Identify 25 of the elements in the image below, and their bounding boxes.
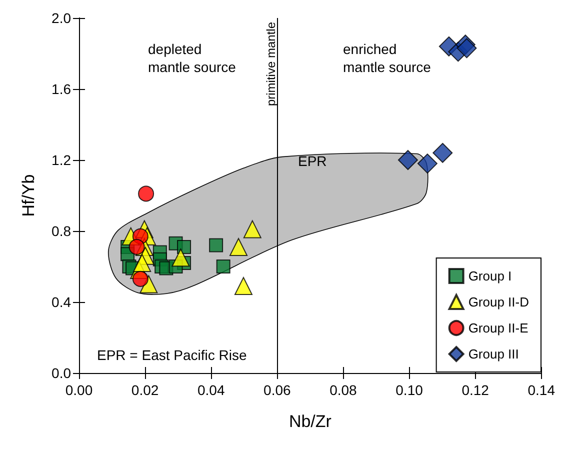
x-tick-label: 0.04 <box>197 382 225 398</box>
y-tick-label: 2.0 <box>52 10 72 26</box>
y-tick-label: 0.0 <box>52 365 72 381</box>
x-tick-label: 0.00 <box>65 382 93 398</box>
y-tick-label: 0.4 <box>52 294 72 310</box>
y-tick-label: 0.8 <box>52 223 72 239</box>
legend-label: Group II-D <box>468 294 530 310</box>
x-tick-label: 0.12 <box>462 382 490 398</box>
y-tick-label: 1.2 <box>52 152 72 168</box>
legend-label: Group II-E <box>468 320 529 336</box>
annotation: EPR = East Pacific Rise <box>97 347 247 363</box>
annotation: depleted mantle source <box>148 41 236 75</box>
y-axis-title: Hf/Yb <box>19 174 38 217</box>
ref-line-label: primitive mantle <box>264 22 278 106</box>
y-tick-label: 1.6 <box>52 81 72 97</box>
x-tick-label: 0.14 <box>528 382 556 398</box>
annotation: enriched mantle source <box>343 41 432 75</box>
legend-label: Group III <box>468 346 519 362</box>
x-tick-label: 0.08 <box>330 382 358 398</box>
x-tick-label: 0.02 <box>131 382 159 398</box>
x-tick-label: 0.06 <box>264 382 291 398</box>
legend-label: Group I <box>468 268 512 284</box>
x-tick-label: 0.10 <box>396 382 424 398</box>
x-axis-title: Nb/Zr <box>288 412 332 431</box>
annotation: EPR <box>298 153 327 169</box>
